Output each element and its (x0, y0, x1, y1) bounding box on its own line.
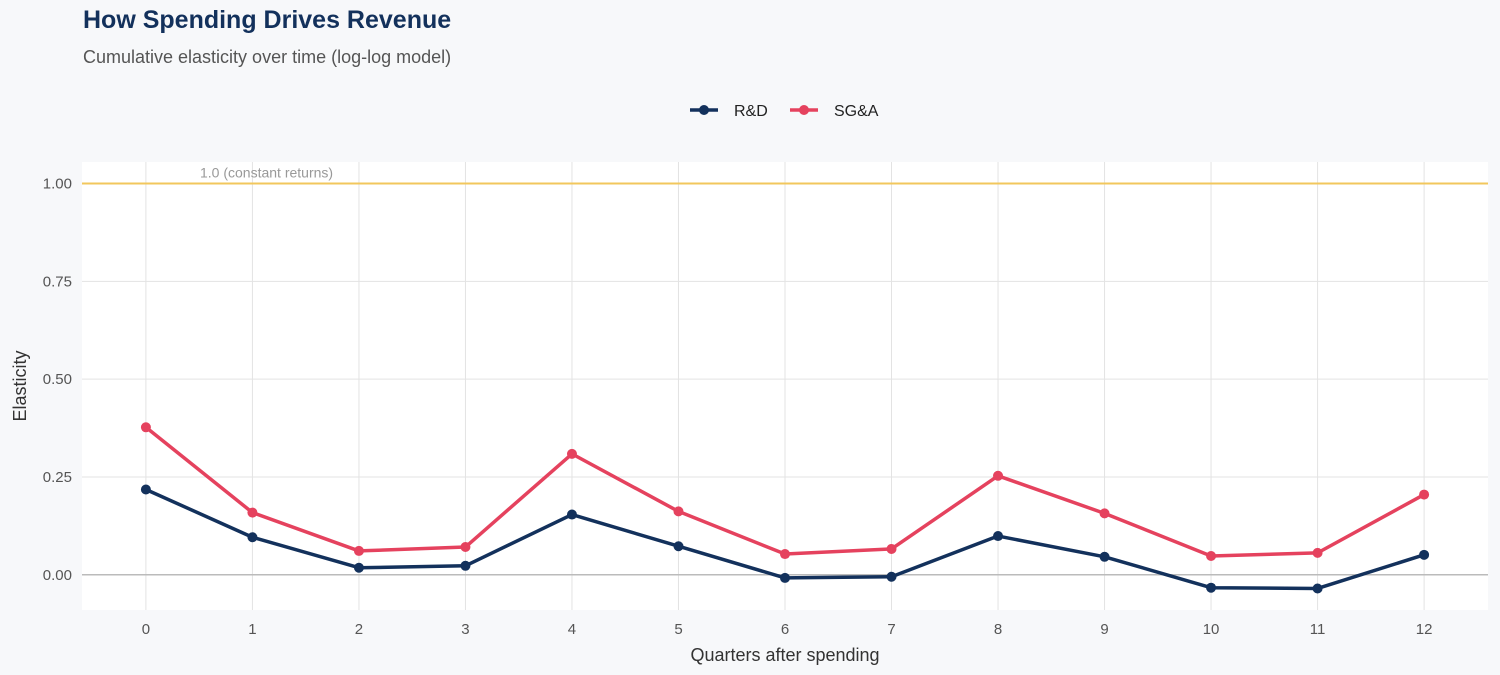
legend-label: SG&A (834, 103, 879, 120)
data-point-SG&A (140, 422, 151, 433)
data-point-R&D (1312, 583, 1323, 594)
data-point-SG&A (886, 543, 897, 554)
x-tick-label: 6 (781, 621, 789, 638)
x-tick-label: 12 (1416, 621, 1433, 638)
data-point-R&D (1419, 549, 1430, 560)
data-point-SG&A (566, 448, 577, 459)
data-point-SG&A (1419, 489, 1430, 500)
data-point-R&D (140, 484, 151, 495)
data-point-R&D (993, 531, 1004, 542)
data-point-SG&A (353, 545, 364, 556)
x-tick-label: 10 (1203, 621, 1220, 638)
legend-label: R&D (734, 103, 768, 120)
y-axis-title: Elasticity (10, 350, 30, 421)
x-tick-label: 2 (355, 621, 363, 638)
legend-key-point (799, 105, 809, 115)
x-tick-label: 3 (461, 621, 469, 638)
data-point-R&D (886, 571, 897, 582)
y-tick-label: 1.00 (43, 176, 72, 193)
data-point-R&D (780, 572, 790, 583)
x-tick-label: 9 (1100, 621, 1108, 638)
reference-line-label: 1.0 (constant returns) (200, 165, 333, 181)
data-point-SG&A (460, 542, 471, 553)
x-tick-label: 0 (142, 621, 150, 638)
data-point-R&D (460, 560, 471, 571)
y-tick-label: 0.75 (43, 273, 72, 290)
data-point-SG&A (673, 506, 684, 517)
x-axis-title: Quarters after spending (690, 645, 879, 665)
x-tick-label: 4 (568, 621, 576, 638)
data-point-SG&A (993, 470, 1004, 481)
data-point-SG&A (1312, 547, 1323, 558)
data-point-SG&A (1099, 508, 1110, 519)
data-point-SG&A (1206, 551, 1217, 562)
x-tick-label: 1 (248, 621, 256, 638)
y-tick-label: 0.00 (43, 567, 72, 584)
data-point-R&D (1206, 582, 1217, 593)
legend-key-point (699, 105, 709, 115)
data-point-R&D (1099, 551, 1110, 562)
y-tick-label: 0.25 (43, 469, 72, 486)
data-point-R&D (566, 509, 577, 520)
y-tick-label: 0.50 (43, 371, 72, 388)
x-tick-label: 8 (994, 621, 1002, 638)
x-tick-label: 5 (674, 621, 682, 638)
chart-title: How Spending Drives Revenue (83, 6, 452, 34)
x-tick-label: 11 (1310, 621, 1326, 638)
data-point-R&D (353, 562, 364, 573)
data-point-R&D (673, 541, 684, 552)
data-point-R&D (247, 532, 258, 543)
data-point-SG&A (780, 549, 790, 560)
x-tick-label: 7 (887, 621, 895, 638)
chart-subtitle: Cumulative elasticity over time (log-log… (83, 47, 452, 67)
data-point-SG&A (247, 507, 258, 518)
